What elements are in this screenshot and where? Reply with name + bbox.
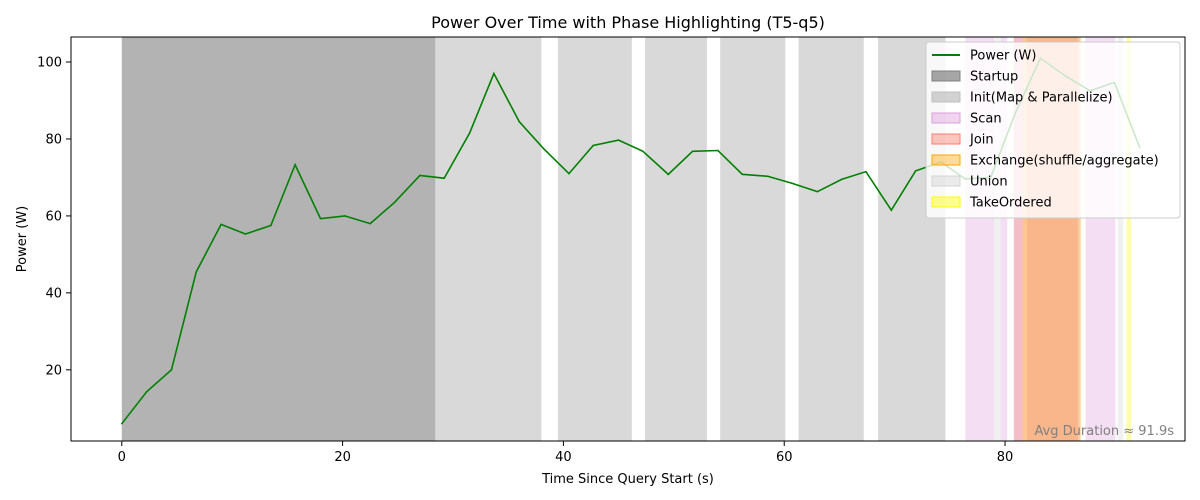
data-point (568, 172, 570, 175)
data-point (766, 175, 769, 178)
y-tick-label: 100 (37, 56, 62, 71)
data-point (145, 390, 148, 393)
phase-span-init-map-parallelize-3 (720, 37, 786, 441)
data-point (319, 217, 322, 220)
legend-label-exchange-shuffle-aggregate: Exchange(shuffle/aggregate) (970, 154, 1159, 169)
data-point (493, 72, 495, 75)
phase-span-init-map-parallelize-2 (645, 37, 707, 441)
data-point (865, 170, 867, 173)
data-point (294, 163, 296, 166)
phase-spans (121, 37, 1131, 441)
data-point (741, 173, 744, 176)
data-point (270, 224, 272, 227)
data-point (592, 144, 595, 147)
y-tick-label: 40 (45, 286, 62, 301)
x-tick-label: 20 (334, 450, 351, 465)
x-tick-label: 80 (997, 450, 1014, 465)
data-point (518, 120, 521, 123)
phase-span-startup-0 (121, 37, 436, 441)
legend-label-join: Join (969, 133, 994, 148)
phase-span-scan-1 (1000, 37, 1008, 441)
data-point (419, 174, 421, 177)
data-point (393, 201, 396, 204)
x-tick-label: 60 (776, 450, 793, 465)
data-point (890, 209, 893, 211)
legend-swatch-scan (931, 112, 961, 124)
data-point (717, 149, 719, 152)
legend-swatch-startup (931, 70, 961, 82)
chart-title: Power Over Time with Phase Highlighting … (431, 13, 825, 32)
data-point (642, 150, 644, 153)
y-axis-label: Power (W) (15, 206, 30, 272)
data-point (691, 150, 694, 153)
data-point (468, 132, 471, 134)
data-point (914, 170, 917, 172)
legend-swatch-init-map-parallelize (931, 91, 961, 103)
data-point (840, 178, 843, 181)
phase-span-union-1 (1117, 37, 1124, 441)
x-tick-label: 0 (118, 450, 126, 465)
data-point (542, 147, 545, 150)
y-tick-label: 60 (45, 209, 62, 224)
legend: Power (W) Startup Init(Map & Parallelize) S… (925, 41, 1181, 219)
data-point (244, 233, 247, 235)
y-tick-label: 20 (45, 363, 62, 378)
data-point (120, 422, 123, 425)
legend-swatch-exchange-shuffle-aggregate (931, 154, 961, 166)
data-point (667, 173, 670, 176)
data-point (791, 182, 793, 185)
legend-label-scan: Scan (970, 112, 1002, 127)
phase-span-init-map-parallelize-4 (798, 37, 864, 441)
legend-swatch-union (931, 175, 961, 187)
phase-span-union-0 (993, 37, 1001, 441)
legend-label-startup: Startup (970, 70, 1018, 85)
x-axis-ticks: 0 20 40 60 80 (118, 441, 1014, 465)
avg-duration-annotation: Avg Duration ≈ 91.9s (1034, 424, 1174, 439)
data-point (816, 190, 819, 193)
legend-swatch-join (931, 133, 961, 145)
data-point (369, 222, 372, 225)
data-point (170, 369, 173, 371)
y-axis-ticks: 20 40 60 80 100 (37, 56, 71, 378)
phase-span-takeordered-0 (1126, 37, 1131, 441)
data-point (617, 139, 620, 141)
x-axis-label: Time Since Query Start (s) (541, 472, 714, 487)
data-point (220, 223, 222, 226)
legend-swatch-takeordered (931, 196, 961, 208)
phase-span-scan-2 (1013, 37, 1023, 441)
legend-label-init-map-parallelize: Init(Map & Parallelize) (970, 91, 1113, 106)
legend-label-union: Union (970, 175, 1008, 190)
phase-span-init-map-parallelize-1 (557, 37, 632, 441)
y-tick-label: 80 (45, 132, 62, 147)
legend-label-takeordered: TakeOrdered (969, 196, 1052, 211)
x-tick-label: 40 (555, 450, 572, 465)
data-point (195, 270, 198, 273)
data-point (443, 177, 445, 180)
plot-frame (70, 36, 1186, 442)
legend-box (925, 41, 1181, 219)
phase-span-init-map-parallelize-0 (435, 37, 542, 441)
legend-label-power-w: Power (W) (970, 49, 1036, 64)
data-point (344, 215, 346, 217)
